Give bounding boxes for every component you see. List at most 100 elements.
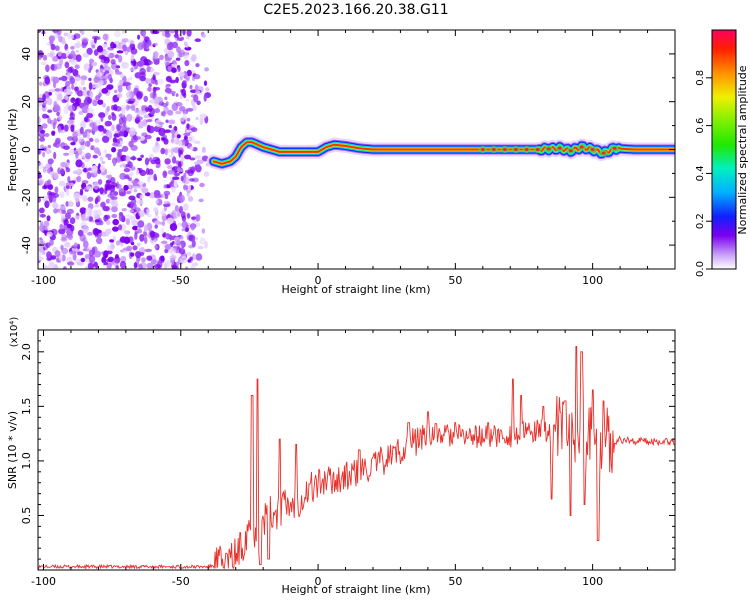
noise-blob [42,54,48,61]
noise-blob [86,171,92,180]
noise-blob [81,106,89,114]
noise-blob [65,185,70,189]
noise-blob [72,170,78,174]
noise-blob [80,120,86,129]
noise-blob [171,156,177,164]
noise-blob [57,115,63,121]
noise-blob [115,106,122,112]
noise-blob [92,99,98,107]
noise-blob [47,158,54,165]
y-tick-label: 20 [20,95,33,109]
noise-blob [128,173,133,178]
noise-blob [102,103,106,108]
noise-blob [126,91,133,99]
noise-blob [59,223,64,230]
noise-blob [144,157,150,166]
noise-blob [132,185,140,190]
noise-blob [112,226,119,232]
noise-blob [194,161,199,166]
noise-blob [66,228,74,237]
colorbar-bar [711,29,737,270]
noise-blob [142,61,150,66]
noise-blob [80,152,86,159]
noise-blob [172,176,180,180]
noise-blob [155,164,160,169]
noise-blob [111,147,117,153]
noise-blob [196,100,201,106]
noise-blob [59,168,65,175]
noise-blob [65,188,70,196]
noise-blob [151,127,159,132]
noise-blob [107,193,114,198]
noise-blob [141,44,149,49]
noise-blob [136,199,144,205]
noise-blob [179,194,185,203]
noise-blob [89,119,94,128]
noise-blob [50,43,56,51]
noise-blob [182,113,187,120]
noise-blob [187,169,194,177]
noise-blob [159,54,164,61]
noise-blob [125,46,131,52]
x-tick-label: -100 [31,274,56,287]
noise-blob [127,209,135,213]
noise-blob [154,220,161,225]
noise-blob [199,182,205,188]
noise-blob [183,173,187,178]
noise-blob [161,240,168,245]
top-x-ticks: -100 -50 0 50 100 [31,30,676,287]
noise-blob [157,78,164,85]
noise-blob [167,109,174,116]
noise-blob [38,238,41,244]
ridge-core [513,148,518,151]
noise-blob [55,137,61,145]
noise-blob [44,76,51,85]
noise-blob [132,61,137,67]
noise-blob [164,158,171,165]
noise-blob [52,30,60,33]
noise-blob [47,109,53,113]
noise-blob [38,107,42,111]
noise-blob [97,125,104,132]
noise-blob [183,132,191,137]
noise-blob [133,189,138,193]
noise-blob [52,76,60,84]
noise-blob [134,109,141,114]
noise-blob [180,175,184,182]
noise-blob [70,59,78,66]
noise-blob [168,119,176,125]
noise-blob [45,163,51,169]
noise-blob [72,131,78,139]
noise-blob [83,118,91,123]
noise-blob [158,127,166,137]
noise-blob [74,42,81,49]
noise-blob [187,184,192,191]
noise-blob [61,209,67,214]
noise-blob [141,257,146,263]
noise-blob [102,33,108,41]
noise-blob [100,56,107,64]
noise-blob [93,49,99,56]
noise-blob [86,185,92,191]
noise-blob [155,158,161,165]
colorbar-tick-label: 0.0 [695,261,706,277]
noise-blob [81,30,85,36]
noise-blob [74,97,82,105]
noise-blob [73,192,81,201]
noise-blob [180,235,184,241]
noise-blob [178,71,185,77]
noise-blob [120,255,127,263]
noise-blob [130,252,135,257]
noise-blob [177,222,182,227]
noise-blob [80,214,88,222]
noise-blob [71,83,75,90]
noise-blob [150,159,157,165]
noise-blob [195,253,203,261]
noise-blob [65,167,71,173]
noise-blob [180,255,188,264]
spectrogram-panel: -100 -50 0 50 100 40 20 0 -20 -40 Height of stra… [6,29,676,296]
noise-blob [67,72,71,80]
noise-blob [99,220,104,226]
noise-blob [103,50,110,58]
noise-blob [75,49,79,53]
